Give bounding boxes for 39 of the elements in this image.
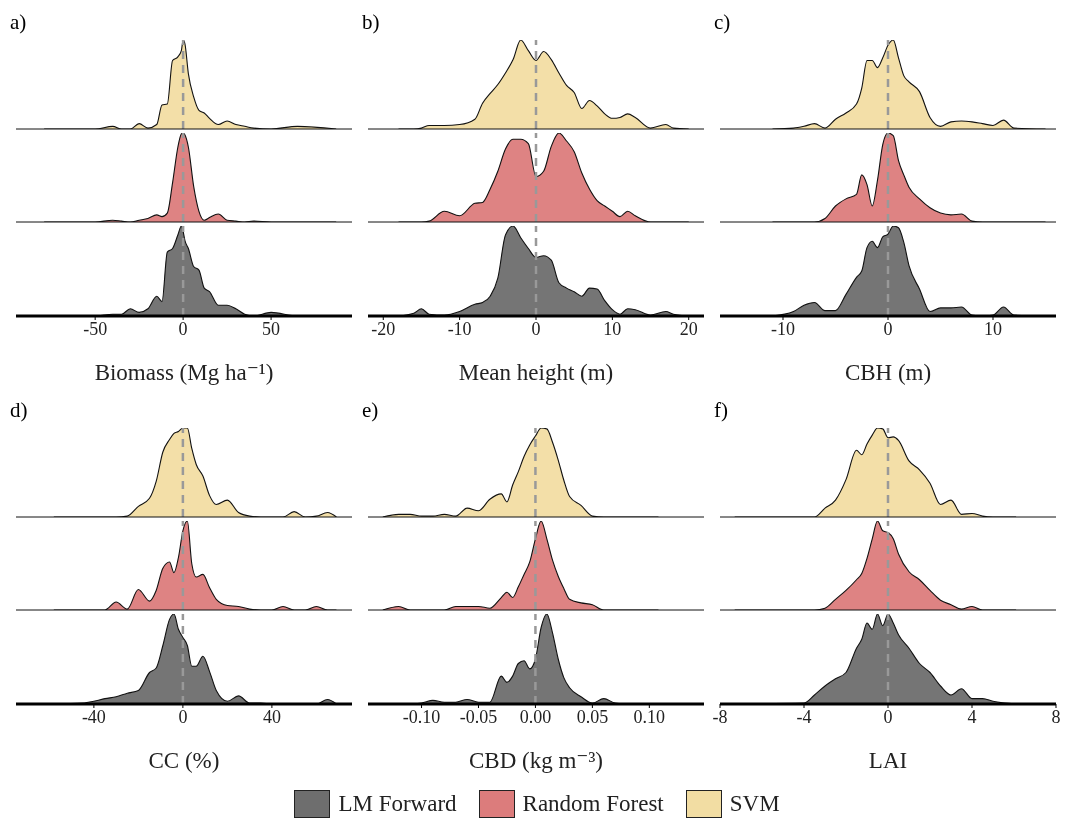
- legend-label: Random Forest: [522, 791, 664, 817]
- x-tick-label: 20: [679, 318, 698, 339]
- x-tick-label: 0: [883, 706, 893, 727]
- x-tick-label: 0.00: [519, 706, 552, 727]
- x-axis-title: CBH (m): [844, 360, 932, 385]
- x-tick-label: -0.10: [402, 706, 441, 727]
- x-axis-title: Biomass (Mg ha⁻¹): [94, 360, 274, 385]
- chart-title: c): [714, 10, 731, 35]
- chart-title: d): [10, 398, 28, 423]
- x-tick-label: -20: [371, 318, 396, 339]
- x-tick-label: -10: [771, 318, 795, 339]
- legend-label: SVM: [729, 791, 780, 817]
- x-tick-label: 10: [984, 318, 1002, 339]
- x-tick-label: 0: [178, 318, 188, 339]
- x-tick-label: 0: [531, 318, 541, 339]
- x-axis-title: CBD (kg m⁻³): [468, 748, 604, 773]
- x-tick-label: 50: [262, 318, 281, 339]
- x-axis-title: CC (%): [148, 748, 220, 773]
- x-tick-label: -4: [796, 706, 812, 727]
- x-tick-label: 0: [178, 706, 188, 727]
- x-tick-label: 8: [1051, 706, 1061, 727]
- legend-label: LM Forward: [338, 791, 457, 817]
- chart-title: b): [362, 10, 380, 35]
- x-tick-label: -10: [447, 318, 472, 339]
- x-tick-label: -0.05: [459, 706, 498, 727]
- x-tick-label: 0: [883, 318, 893, 339]
- x-axis-title: LAI: [868, 748, 908, 773]
- x-tick-label: 10: [603, 318, 622, 339]
- x-tick-label: 4: [967, 706, 977, 727]
- x-tick-label: -40: [81, 706, 106, 727]
- chart-title: f): [714, 398, 728, 423]
- x-tick-label: 0.05: [576, 706, 609, 727]
- x-tick-label: 40: [262, 706, 281, 727]
- x-tick-label: 0.10: [633, 706, 666, 727]
- x-tick-label: -8: [712, 706, 728, 727]
- chart-title: e): [362, 398, 379, 423]
- chart-title: a): [10, 10, 27, 35]
- x-tick-label: -50: [83, 318, 108, 339]
- x-axis-title: Mean height (m): [458, 360, 614, 385]
